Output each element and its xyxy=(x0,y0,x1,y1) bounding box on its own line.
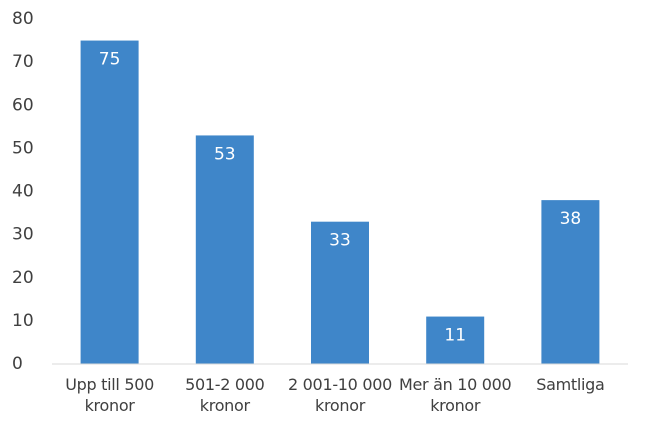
y-tick-label: 80 xyxy=(12,9,34,29)
x-tick-label: Upp till 500 kronor xyxy=(65,375,154,415)
data-label: 75 xyxy=(99,50,121,70)
y-tick-label: 60 xyxy=(12,95,34,115)
y-tick-label: 50 xyxy=(12,138,34,158)
y-tick-label: 0 xyxy=(12,354,23,374)
data-label: 38 xyxy=(560,209,582,229)
y-tick-label: 20 xyxy=(12,268,34,288)
x-tick-label: 2 001-10 000 kronor xyxy=(288,375,392,415)
x-tick-label: Samtliga xyxy=(536,375,605,394)
bar xyxy=(195,135,254,364)
data-label: 33 xyxy=(329,231,351,251)
y-tick-label: 10 xyxy=(12,311,34,331)
data-label: 11 xyxy=(444,326,466,346)
y-tick-label: 30 xyxy=(12,225,34,245)
data-label: 53 xyxy=(214,144,236,164)
bar xyxy=(80,40,139,364)
y-tick-label: 40 xyxy=(12,182,34,202)
bar xyxy=(426,316,485,364)
bar xyxy=(311,221,369,364)
x-tick-label: 501-2 000 kronor xyxy=(185,375,265,415)
bar xyxy=(541,200,600,364)
x-tick-label: Mer än 10 000 kronor xyxy=(398,375,512,415)
y-tick-label: 70 xyxy=(12,52,34,72)
